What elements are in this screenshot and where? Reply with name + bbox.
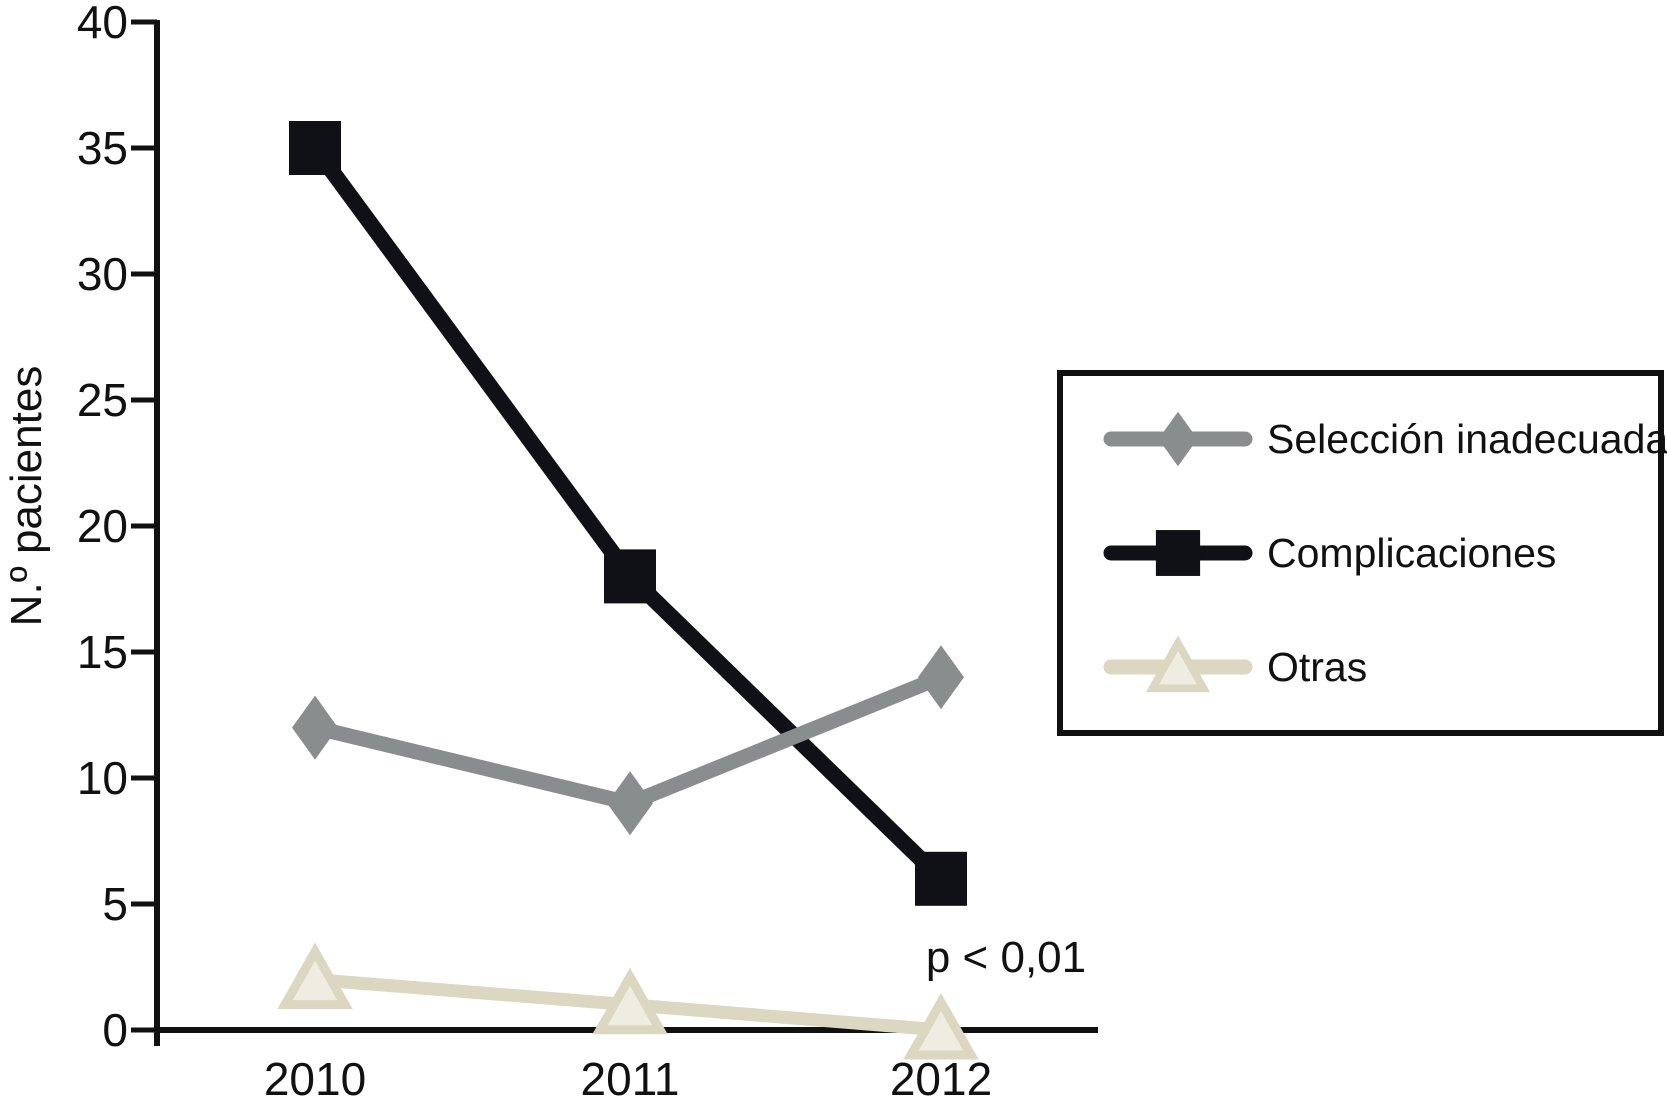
diamond-marker bbox=[292, 695, 338, 760]
legend-label-seleccion-inadecuada: Selección inadecuada bbox=[1267, 415, 1667, 462]
x-axis-label: 2012 bbox=[890, 1053, 992, 1105]
triangle-series-swatch-icon bbox=[1103, 635, 1253, 693]
x-axis-label: 2011 bbox=[581, 1053, 680, 1105]
y-tick-label: 5 bbox=[102, 878, 128, 930]
diamond-marker bbox=[918, 645, 964, 710]
y-tick-label: 35 bbox=[77, 122, 128, 174]
square-marker bbox=[1155, 530, 1201, 576]
triangle-marker bbox=[1145, 635, 1211, 693]
diamond-marker bbox=[607, 771, 653, 836]
p-value-annotation: p < 0,01 bbox=[925, 933, 1087, 982]
diamond-series-swatch-icon bbox=[1103, 411, 1253, 467]
y-tick-label: 15 bbox=[77, 626, 128, 678]
square-marker bbox=[915, 851, 967, 906]
square-series-line bbox=[308, 143, 947, 885]
triangle-marker bbox=[903, 992, 979, 1060]
legend-item-seleccion-inadecuada: Selección inadecuada bbox=[1103, 401, 1667, 477]
square-series-swatch-icon bbox=[1103, 530, 1253, 576]
legend-label-otras: Otras bbox=[1267, 643, 1368, 690]
y-tick-label: 25 bbox=[77, 374, 128, 426]
y-tick-label: 0 bbox=[102, 1004, 128, 1056]
triangle-marker bbox=[592, 967, 668, 1035]
legend-item-complicaciones: Complicaciones bbox=[1103, 515, 1658, 591]
legend-item-otras: Otras bbox=[1103, 629, 1658, 705]
y-tick-label: 10 bbox=[77, 752, 128, 804]
legend-label-complicaciones: Complicaciones bbox=[1267, 529, 1557, 576]
legend: Selección inadecuada Complicaciones Otra… bbox=[1057, 370, 1667, 736]
diamond-marker bbox=[1158, 411, 1198, 467]
y-tick-label: 30 bbox=[77, 248, 128, 300]
triangle-marker bbox=[277, 942, 353, 1010]
y-axis-title: N.º pacientes bbox=[2, 365, 51, 627]
x-axis-label: 2010 bbox=[264, 1053, 366, 1105]
square-marker bbox=[604, 549, 656, 604]
square-marker bbox=[289, 121, 341, 175]
y-tick-label: 40 bbox=[77, 0, 128, 48]
y-tick-label: 20 bbox=[77, 500, 128, 552]
